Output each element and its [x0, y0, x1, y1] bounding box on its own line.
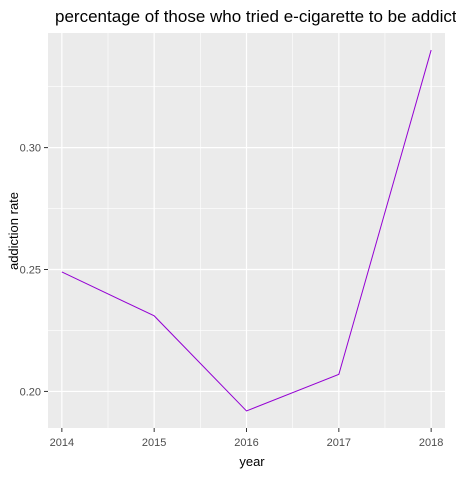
x-tick-label: 2017 — [327, 437, 351, 449]
y-tick-label: 0.20 — [20, 386, 41, 398]
axes: 2014 2015 2016 2017 2018 0.20 0.25 0.30 — [20, 143, 444, 449]
x-tick-label: 2018 — [419, 437, 443, 449]
y-tick-label: 0.25 — [20, 265, 41, 277]
x-tick-label: 2014 — [50, 437, 74, 449]
gridlines — [48, 33, 445, 428]
y-tick-label: 0.30 — [20, 143, 41, 155]
x-tick-label: 2015 — [142, 437, 166, 449]
y-axis-label: addiction rate — [6, 192, 21, 270]
x-axis-label: year — [239, 454, 265, 469]
series-line-0 — [61, 49, 432, 412]
x-tick-label: 2016 — [234, 437, 258, 449]
series-layer — [61, 49, 432, 412]
chart-title: percentage of those who tried e-cigarett… — [55, 7, 456, 26]
